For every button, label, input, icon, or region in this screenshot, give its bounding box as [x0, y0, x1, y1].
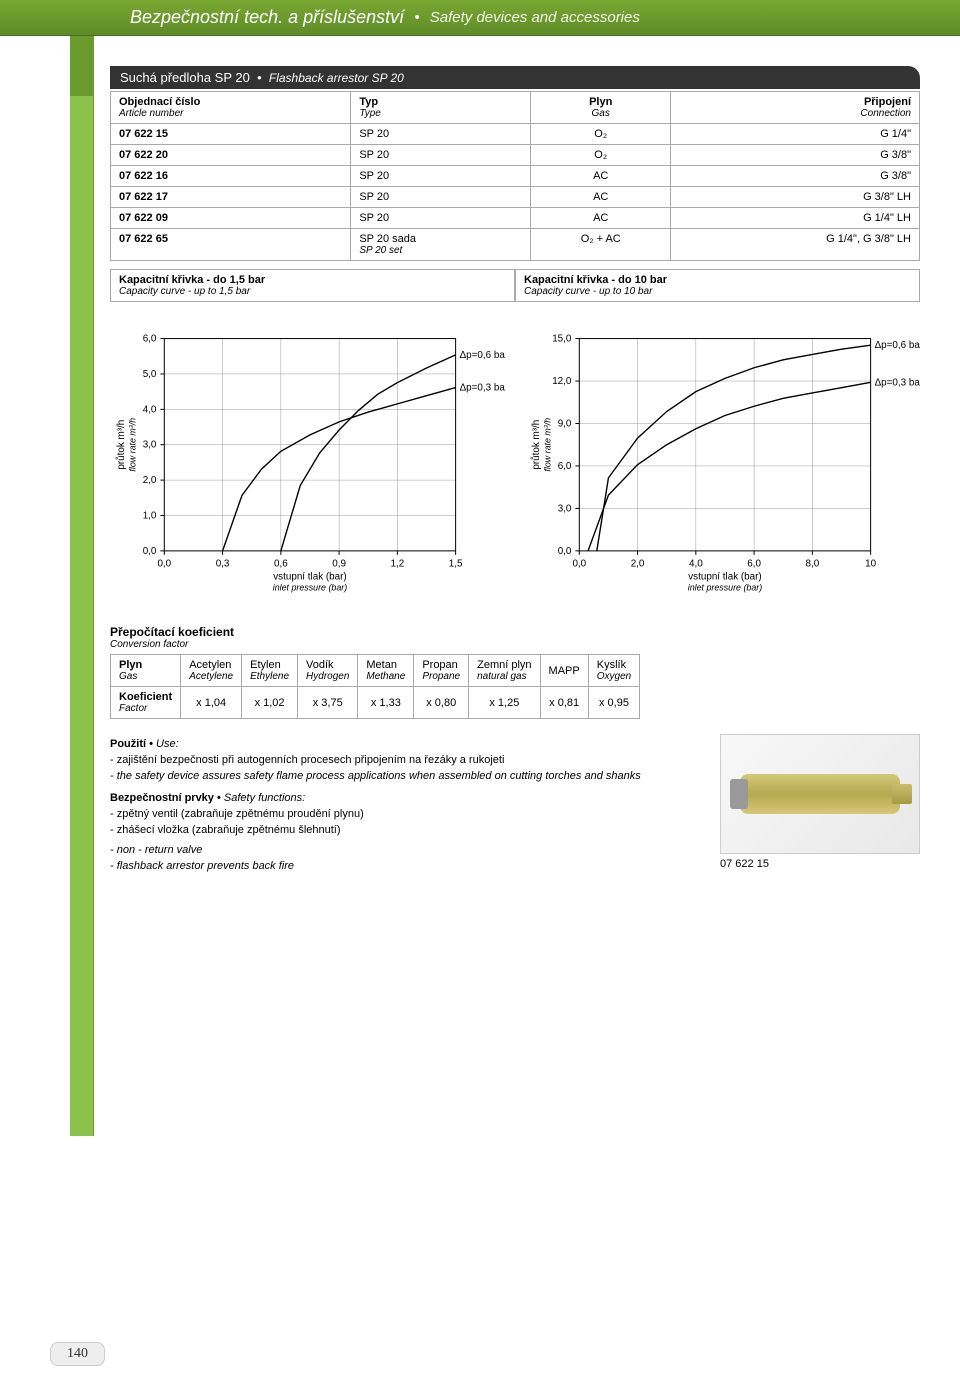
- svg-text:8,0: 8,0: [806, 559, 820, 570]
- side-tab: [70, 36, 94, 1136]
- svg-text:vstupní tlak (bar): vstupní tlak (bar): [688, 572, 761, 583]
- svg-text:průtok m³/h: průtok m³/h: [531, 420, 542, 470]
- svg-text:3,0: 3,0: [558, 503, 572, 514]
- svg-text:6,0: 6,0: [143, 334, 157, 345]
- header-title-en: Safety devices and accessories: [430, 9, 640, 26]
- product-image-block: 07 622 15: [720, 734, 920, 872]
- svg-text:vstupní tlak (bar): vstupní tlak (bar): [273, 572, 346, 583]
- svg-text:15,0: 15,0: [552, 334, 572, 345]
- chart-2: 0,0 2,0 4,0 6,0 8,0 10 0,0 3,0 6,0 9,0 12,0 15,0 Δp=…: [525, 327, 920, 600]
- table-row: 07 622 16SP 20ACG 3/8": [111, 166, 920, 187]
- table-row: 07 622 15SP 20O₂G 1/4": [111, 124, 920, 145]
- chart-1: 0,0 0,3 0,6 0,9 1,2 1,5 0,0 1,0 2,0 3,0 4,0 5,0 6,0 Δ…: [110, 327, 505, 600]
- svg-text:0,0: 0,0: [558, 546, 572, 557]
- svg-text:0,6: 0,6: [274, 559, 288, 570]
- product-image: [720, 734, 920, 854]
- svg-text:0,0: 0,0: [572, 559, 586, 570]
- table-row: 07 622 20SP 20O₂G 3/8": [111, 145, 920, 166]
- svg-text:Δp=0,3 bar: Δp=0,3 bar: [875, 377, 920, 388]
- svg-text:2,0: 2,0: [631, 559, 645, 570]
- svg-text:Δp=0,6 bar: Δp=0,6 bar: [875, 340, 920, 351]
- section-title: Suchá předloha SP 20 • Flashback arresto…: [110, 66, 920, 89]
- coef-table: PlynGasAcetylenAcetyleneEtylenEthyleneVo…: [110, 654, 640, 719]
- svg-text:4,0: 4,0: [143, 404, 157, 415]
- coef-title: Přepočítací koeficient Conversion factor: [110, 625, 920, 650]
- svg-text:inlet pressure (bar): inlet pressure (bar): [273, 582, 348, 592]
- svg-text:inlet pressure (bar): inlet pressure (bar): [688, 582, 763, 592]
- section-title-cs: Suchá předloha SP 20: [120, 70, 250, 85]
- svg-text:flow rate m³/h: flow rate m³/h: [543, 418, 553, 472]
- svg-text:1,2: 1,2: [391, 559, 405, 570]
- svg-text:1,0: 1,0: [143, 510, 157, 521]
- svg-text:3,0: 3,0: [143, 440, 157, 451]
- col-header: TypType: [351, 92, 531, 124]
- svg-text:1,5: 1,5: [449, 559, 463, 570]
- svg-text:0,3: 0,3: [216, 559, 230, 570]
- svg-text:9,0: 9,0: [558, 418, 572, 429]
- svg-text:4,0: 4,0: [689, 559, 703, 570]
- section-title-en: Flashback arrestor SP 20: [269, 71, 404, 85]
- main-table: Objednací čísloArticle numberTypTypePlyn…: [110, 91, 920, 261]
- svg-text:2,0: 2,0: [143, 475, 157, 486]
- svg-text:12,0: 12,0: [552, 376, 572, 387]
- svg-text:0,0: 0,0: [143, 546, 157, 557]
- table-row: 07 622 65SP 20 sadaSP 20 setO₂ + ACG 1/4…: [111, 229, 920, 261]
- col-header: PlynGas: [531, 92, 670, 124]
- svg-text:Δp=0,3 bar: Δp=0,3 bar: [460, 383, 505, 394]
- header-title-cs: Bezpečnostní tech. a příslušenství: [130, 7, 404, 28]
- svg-text:6,0: 6,0: [558, 461, 572, 472]
- col-header: Objednací čísloArticle number: [111, 92, 351, 124]
- curve1-header: Kapacitní křivka - do 1,5 bar Capacity c…: [110, 269, 515, 302]
- svg-text:průtok m³/h: průtok m³/h: [116, 420, 127, 470]
- table-row: 07 622 09SP 20ACG 1/4" LH: [111, 208, 920, 229]
- svg-text:6,0: 6,0: [747, 559, 761, 570]
- svg-text:0,9: 0,9: [332, 559, 346, 570]
- svg-text:Δp=0,6 bar: Δp=0,6 bar: [460, 350, 505, 361]
- fitting-icon: [740, 774, 900, 814]
- page-header: Bezpečnostní tech. a příslušenství • Saf…: [0, 0, 960, 36]
- side-tab-top: [70, 36, 94, 96]
- svg-text:5,0: 5,0: [143, 369, 157, 380]
- col-header: PřipojeníConnection: [670, 92, 919, 124]
- image-caption: 07 622 15: [720, 858, 920, 870]
- svg-text:10: 10: [865, 559, 876, 570]
- page-number: 140: [50, 1342, 105, 1366]
- svg-text:0,0: 0,0: [157, 559, 171, 570]
- use-block: Použití • Use: - zajištění bezpečnosti p…: [110, 734, 700, 872]
- table-row: 07 622 17SP 20ACG 3/8" LH: [111, 187, 920, 208]
- curve2-header: Kapacitní křivka - do 10 bar Capacity cu…: [515, 269, 920, 302]
- svg-text:flow rate m³/h: flow rate m³/h: [128, 418, 138, 472]
